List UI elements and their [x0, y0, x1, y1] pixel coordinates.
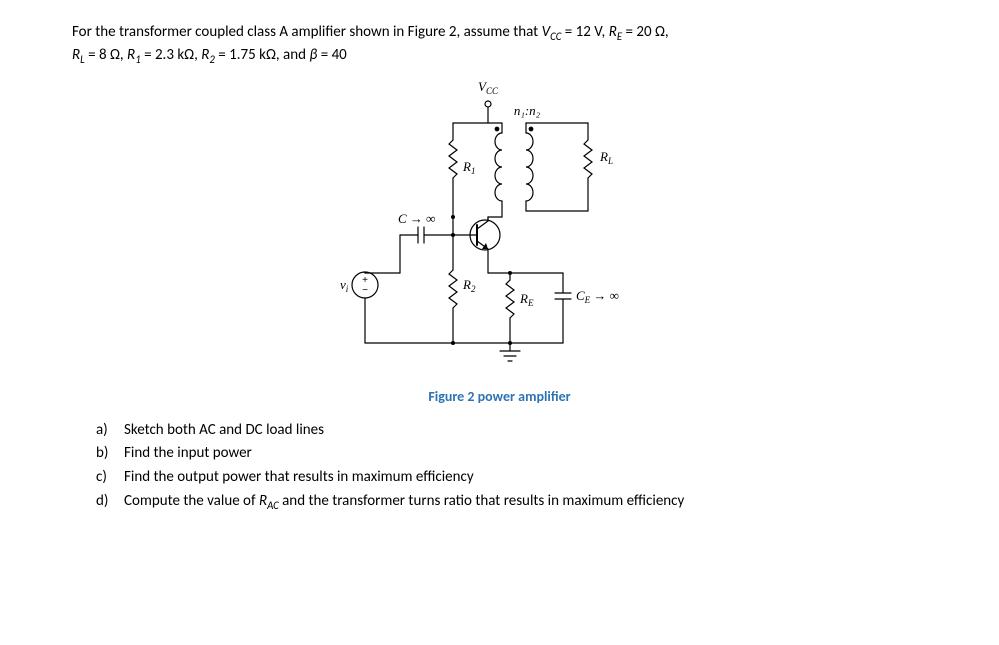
- question-b: b) Find the input power: [72, 443, 927, 465]
- line1-prefix: For the transformer coupled class A ampl…: [72, 23, 542, 41]
- label-vi: vi: [340, 277, 349, 294]
- var-vcc: V: [542, 23, 551, 41]
- eq3: = 8 Ω,: [85, 46, 127, 64]
- letter-d: d): [96, 491, 124, 514]
- svg-text:−: −: [362, 285, 368, 296]
- eq4: = 2.3 kΩ,: [141, 46, 202, 64]
- question-a: a) Sketch both AC and DC load lines: [72, 420, 927, 442]
- var-vcc-sub: CC: [550, 30, 561, 43]
- label-r1: R1: [462, 159, 475, 176]
- problem-statement: For the transformer coupled class A ampl…: [72, 22, 927, 67]
- var-rl: R: [72, 46, 80, 64]
- text-c: Find the output power that results in ma…: [124, 467, 927, 489]
- eq2: = 20 Ω,: [622, 23, 669, 41]
- label-ce: CE → ∞: [576, 288, 619, 305]
- label-rl: RL: [599, 149, 613, 166]
- d-var: R: [259, 492, 267, 510]
- problem-line1: For the transformer coupled class A ampl…: [72, 22, 927, 45]
- letter-c: c): [96, 467, 124, 489]
- label-vcc: VCC: [478, 79, 499, 96]
- problem-line2: RL = 8 Ω, R1 = 2.3 kΩ, R2 = 1.75 kΩ, and…: [72, 45, 927, 68]
- label-cin: C → ∞: [398, 211, 435, 226]
- label-re: RE: [519, 291, 534, 308]
- letter-a: a): [96, 420, 124, 442]
- var-r1: R: [127, 46, 135, 64]
- question-d: d) Compute the value of RAC and the tran…: [72, 491, 927, 514]
- eq1: = 12 V,: [561, 23, 608, 41]
- circuit-diagram: + − VCC n₁:n₂ RL R1 R2 RE CE → ∞ C → ∞ v…: [330, 75, 670, 385]
- text-d: Compute the value of RAC and the transfo…: [124, 491, 927, 514]
- var-re: R: [609, 23, 617, 41]
- question-c: c) Find the output power that results in…: [72, 467, 927, 489]
- label-nratio: n₁:n₂: [513, 103, 540, 118]
- figure-wrap: + − VCC n₁:n₂ RL R1 R2 RE CE → ∞ C → ∞ v…: [72, 75, 927, 407]
- eq6: = 40: [317, 46, 346, 64]
- letter-b: b): [96, 443, 124, 465]
- d-prefix: Compute the value of: [124, 492, 259, 510]
- questions-list: a) Sketch both AC and DC load lines b) F…: [72, 420, 927, 514]
- figure-caption: Figure 2 power amplifier: [428, 387, 570, 407]
- d-suffix: and the transformer turns ratio that res…: [279, 492, 685, 510]
- text-b: Find the input power: [124, 443, 927, 465]
- label-r2: R2: [462, 277, 476, 294]
- text-a: Sketch both AC and DC load lines: [124, 420, 927, 442]
- eq5: = 1.75 kΩ, and: [215, 46, 310, 64]
- d-var-sub: AC: [267, 499, 279, 512]
